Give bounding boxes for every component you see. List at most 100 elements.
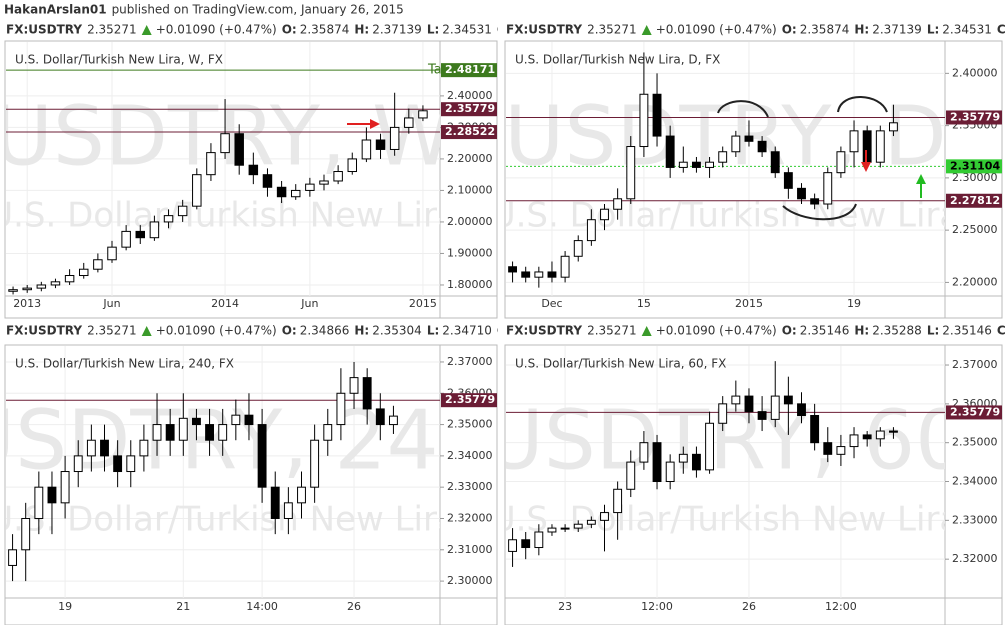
candle-body [262,174,273,188]
level-box [946,110,1002,125]
level-box [441,393,497,408]
y-tick-label: 2.20000 [447,152,493,165]
watermark-subtitle: U.S. Dollar/Turkish New Lira [491,500,961,540]
header-text: +0.01090 (+0.47%) [656,324,777,338]
candle-body [573,523,583,529]
header-text: C: [997,23,1007,37]
curve [837,96,888,113]
header-text: 2.35271 [87,23,137,37]
candle-body [333,171,343,182]
level-label: 2.27812 [950,194,1000,207]
y-tick-label: 2.37000 [447,355,493,368]
y-tick-label: 2.40000 [447,89,493,102]
header-text: published on TradingView.com, January 26… [112,3,404,17]
candle-body [220,133,230,154]
candle-body [797,403,806,417]
candle-body [244,414,254,426]
header-text: 2.35271 [587,23,637,37]
candle-body [349,377,359,394]
candle-body [113,455,123,473]
watermark-subtitle: U.S. Dollar/Turkish New Lira [0,500,458,540]
candle-body [508,266,518,273]
candle-body [639,442,649,463]
header-text: L: [927,23,939,37]
y-tick-label: 2.30000 [447,574,493,587]
header-text: 2.37139 [872,23,922,37]
candle-body [639,93,649,148]
level-box [946,405,1002,420]
candle-body [849,434,859,448]
candle-body [508,539,518,552]
candle-body [770,151,780,174]
panels: HakanArslan01 published on TradingView.co… [0,3,1007,625]
header-text: L: [427,23,439,37]
candle-body [310,439,320,488]
candle-body [783,172,793,189]
x-tick-label: 2015 [735,297,763,310]
plot: USDTRY, 60U.S. Dollar/Turkish New Lira [491,346,961,598]
header-text: +0.01090 (+0.47%) [656,23,777,37]
candle-body [586,519,596,525]
level-label: 2.35779 [950,405,1000,418]
candle-body [404,117,414,128]
candle-body [165,424,175,441]
header-text: 2.35271 [87,324,137,338]
candle-body [50,281,61,286]
header-text: O: [282,324,297,338]
candle-body [319,180,329,185]
x-tick-label: 26 [742,600,756,613]
candle-body [234,133,244,166]
quote-header: FX:USDTRY 2.35271 +0.01090 (+0.47%) O: 2.358… [6,23,511,37]
candle-body [678,161,688,168]
candle-body [705,422,715,471]
candle-body [336,392,346,426]
y-tick-label: 2.35000 [447,418,493,431]
candle-body [731,395,741,405]
plot: USDTRY, 240 U.S. Dollar/Turkish New Lira [0,346,458,598]
y-tick-label: 2.33000 [447,480,493,493]
header-text: C: [497,23,511,37]
x-tick-label: 23 [558,600,572,613]
level-box [441,102,497,117]
candle-body [139,439,149,457]
level-box [441,125,497,140]
panel-frame [504,344,1003,625]
candle-body [149,221,160,239]
up-icon [141,326,152,336]
header-text: 2.34866 [300,324,350,338]
candle-body [100,439,109,457]
candle-body [218,424,228,441]
candle-body [823,442,833,455]
header-text: FX:USDTRY [6,23,82,37]
header-text: 2.34710 [442,324,492,338]
x-tick-label: 19 [847,297,861,310]
candle-body [652,442,662,483]
candle-body [73,455,83,473]
candle-body [731,135,741,153]
candle-body [862,130,872,163]
candle-body [297,486,306,504]
x-tick-label: 2013 [13,297,41,310]
header-text: O: [782,23,797,37]
header-text: HakanArslan01 [4,3,107,17]
header-text: 2.35146 [942,324,992,338]
x-tick-label: 26 [347,600,361,613]
candle-body [135,230,146,239]
x-tick-label: Jun [102,297,120,310]
level-label: 2.35779 [445,102,495,115]
candle-body [191,417,201,426]
x-tick-label: 21 [176,600,190,613]
candle-body [231,414,241,426]
candle-body [163,215,174,223]
header-text: 2.35304 [372,324,422,338]
header-text: 2.37139 [372,23,422,37]
candle-body [613,488,623,514]
candle-body [547,527,557,533]
candle-body [678,453,688,463]
candle-body [652,93,662,137]
candle-body [888,430,898,433]
candle-body [888,122,898,132]
candle-body [121,230,131,248]
candle-body [36,284,47,289]
candle-body [283,502,293,519]
